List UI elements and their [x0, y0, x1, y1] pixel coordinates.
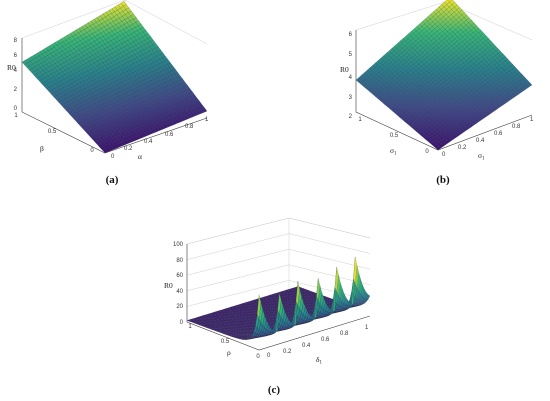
panel-a-x-tick: 0.5: [48, 129, 57, 135]
panel-a: 0 2 4 6 8 R0 1 0.5 0 β 0 0.2 0.4 0.6 0.8…: [7, 0, 209, 186]
panel-b-surface: [355, 0, 533, 151]
panel-b-y-tick: 1: [530, 117, 534, 123]
panel-b-y-tick: 0: [442, 152, 446, 158]
panel-c-z-tick: 0: [180, 320, 184, 326]
panel-a-back-wall-top: [21, 0, 208, 45]
panel-b-y-tick: 0.4: [476, 138, 485, 144]
panel-b-x-tick: 0.5: [390, 133, 399, 139]
panel-b-x-label: σ1: [390, 146, 397, 157]
panel-a-x-tick: 1: [14, 113, 18, 119]
panel-b-y-label: σ1: [478, 151, 485, 162]
panel-c-surface: [186, 257, 371, 340]
panel-c-z-tick: 60: [176, 273, 183, 279]
panel-c-z-tick: 100: [173, 242, 184, 248]
panel-a-surface: [21, 1, 208, 154]
panel-c-gridline: [186, 217, 371, 245]
panel-b-y-tick: 0.8: [512, 124, 521, 130]
panel-a-surface-patch: [201, 107, 208, 113]
panel-a-z-tick: 0: [14, 106, 18, 112]
panel-b-x-tick: 0: [425, 149, 429, 155]
panel-a-y-tick: 0.4: [144, 139, 153, 145]
panel-a-x-tick: 0: [90, 148, 94, 154]
panel-b-z-tick: 4: [349, 75, 353, 81]
panel-a-x-label: β: [40, 144, 44, 153]
panel-c-x-tick: 1: [188, 324, 192, 330]
panel-a-y-tick: 1: [205, 117, 209, 123]
panel-b-y-tick: 0.6: [494, 131, 503, 137]
panel-a-z-tick: 4: [14, 68, 18, 74]
panel-a-axis-lines: [21, 38, 208, 154]
panel-c-gridline: [186, 248, 371, 276]
panel-c-x-label: ρ: [227, 348, 231, 357]
panel-c-x-tick: 0: [256, 354, 260, 360]
panel-c-z-label: R0: [164, 281, 173, 290]
panel-c-y-tick: 0.2: [283, 349, 292, 355]
panel-c-gridline: [186, 264, 371, 292]
panel-c-y-tick: 0.6: [321, 337, 330, 343]
panel-b-y-tick: 0.2: [458, 145, 467, 151]
panel-b-z-tick: 2: [349, 114, 353, 120]
panel-c-y-tick: 0: [267, 353, 271, 359]
panel-a-z-label: R0: [7, 63, 16, 72]
panel-c-y-tick: 0.8: [340, 331, 349, 337]
panel-c: 0 20 40 60 80 100 R0 1 0.5 0 ρ 0 0.2 0.4…: [164, 217, 371, 396]
panel-b-z-tick: 5: [349, 52, 353, 58]
panel-a-y-tick: 0: [111, 154, 115, 160]
panel-a-y-label: α: [138, 152, 142, 161]
panel-a-y-tick: 0.2: [124, 146, 133, 152]
panel-b-x-tick: 1: [358, 117, 362, 123]
panel-c-z-tick: 40: [176, 289, 183, 295]
panel-a-z-tick: 2: [14, 87, 18, 93]
panel-c-y-tick: 1: [365, 325, 369, 331]
panel-a-caption: (a): [106, 174, 119, 186]
panel-c-x-tick: 0.5: [221, 339, 230, 345]
panel-c-gridline: [186, 233, 371, 260]
panel-c-caption: (c): [268, 384, 281, 396]
panel-b: 2 3 4 5 6 R0 1 0.5 0 σ1 0 0.2 0.4 0.6 0.…: [340, 0, 534, 186]
panel-a-z-tick: 6: [14, 53, 18, 59]
panel-a-y-tick: 0.8: [185, 124, 194, 130]
panel-a-z-tick: 8: [14, 38, 18, 44]
panel-c-y-tick: 0.4: [302, 343, 311, 349]
panel-b-z-label: R0: [340, 65, 349, 74]
panel-b-caption: (b): [436, 174, 450, 186]
panel-c-z-tick: 80: [176, 258, 183, 264]
panel-b-z-tick: 3: [349, 95, 353, 101]
panel-c-y-label: δ1: [316, 355, 323, 366]
panel-c-z-tick: 20: [176, 304, 183, 310]
panel-b-z-tick: 6: [349, 32, 353, 38]
panel-a-y-tick: 0.6: [165, 132, 174, 138]
